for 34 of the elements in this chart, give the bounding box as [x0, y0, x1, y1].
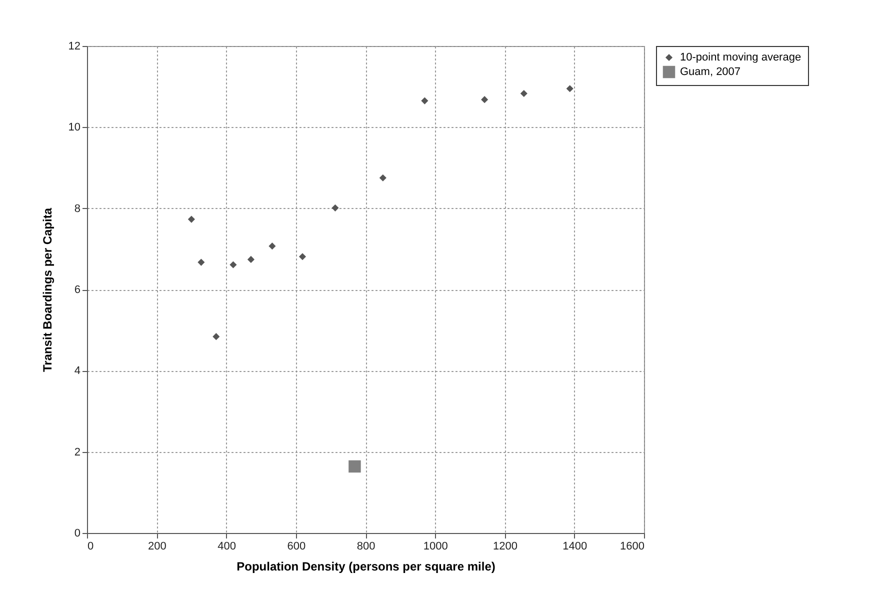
y-axis-title: Transit Boardings per Capita [40, 208, 54, 372]
x-tick-label: 1600 [620, 540, 644, 552]
x-tick-label: 1200 [493, 540, 518, 552]
x-tick-label: 200 [148, 540, 166, 552]
point [212, 333, 220, 340]
y-tick-label: 12 [68, 40, 80, 52]
point [268, 242, 276, 250]
y-tick-label: 4 [74, 365, 80, 378]
point [520, 90, 528, 98]
y-tick-label: 6 [74, 284, 80, 296]
x-tick-label: 1000 [423, 540, 448, 552]
x-tick-label: 1400 [562, 540, 588, 552]
point [198, 258, 205, 266]
legend-label: Guam, 2007 [680, 66, 741, 78]
y-tick-label: 10 [68, 122, 80, 134]
point [481, 96, 488, 104]
y-tick-label: 0 [74, 528, 80, 540]
point [332, 204, 339, 212]
legend-label: 10-point moving average [680, 52, 802, 64]
x-tick-label: 0 [88, 540, 94, 552]
point [421, 97, 428, 104]
x-tick-label: 400 [218, 540, 236, 552]
point [188, 216, 195, 223]
point [566, 85, 574, 92]
point [348, 460, 361, 473]
x-axis-title: Population Density (persons per square mile) [236, 560, 496, 574]
x-tick-label: 600 [287, 540, 306, 552]
point [247, 256, 255, 264]
point [379, 174, 386, 182]
point [230, 261, 237, 268]
point [298, 253, 306, 260]
y-tick-label: 2 [74, 446, 80, 458]
x-tick-label: 800 [356, 540, 376, 552]
y-tick-label: 8 [74, 202, 80, 215]
